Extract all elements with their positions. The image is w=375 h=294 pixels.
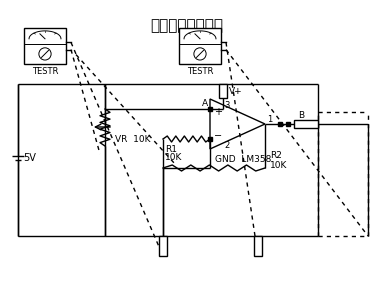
Bar (24, 28, 66, 64)
Text: R1: R1 (165, 144, 177, 153)
Text: TESTR: TESTR (32, 66, 58, 76)
Text: R2: R2 (270, 151, 282, 161)
Text: VR  10K: VR 10K (115, 134, 150, 143)
Bar (294, 120, 318, 128)
Text: 2: 2 (224, 141, 229, 151)
Text: 10K: 10K (165, 153, 182, 163)
Bar (219, 84, 227, 98)
Text: GND  LM358: GND LM358 (215, 155, 272, 163)
Text: 1: 1 (267, 114, 272, 123)
Text: B: B (298, 111, 304, 121)
Text: 5V: 5V (23, 153, 36, 163)
Text: 3: 3 (224, 101, 230, 109)
Text: V+: V+ (229, 88, 243, 96)
Text: A: A (202, 98, 208, 108)
Bar (159, 236, 167, 256)
Text: 10K: 10K (270, 161, 287, 170)
Text: TESTR: TESTR (187, 66, 213, 76)
Text: +: + (214, 107, 222, 117)
Text: 非反転増幅　実験: 非反転増幅 実験 (150, 18, 224, 33)
Bar (254, 236, 262, 256)
Text: −: − (214, 131, 222, 141)
Bar (179, 28, 221, 64)
